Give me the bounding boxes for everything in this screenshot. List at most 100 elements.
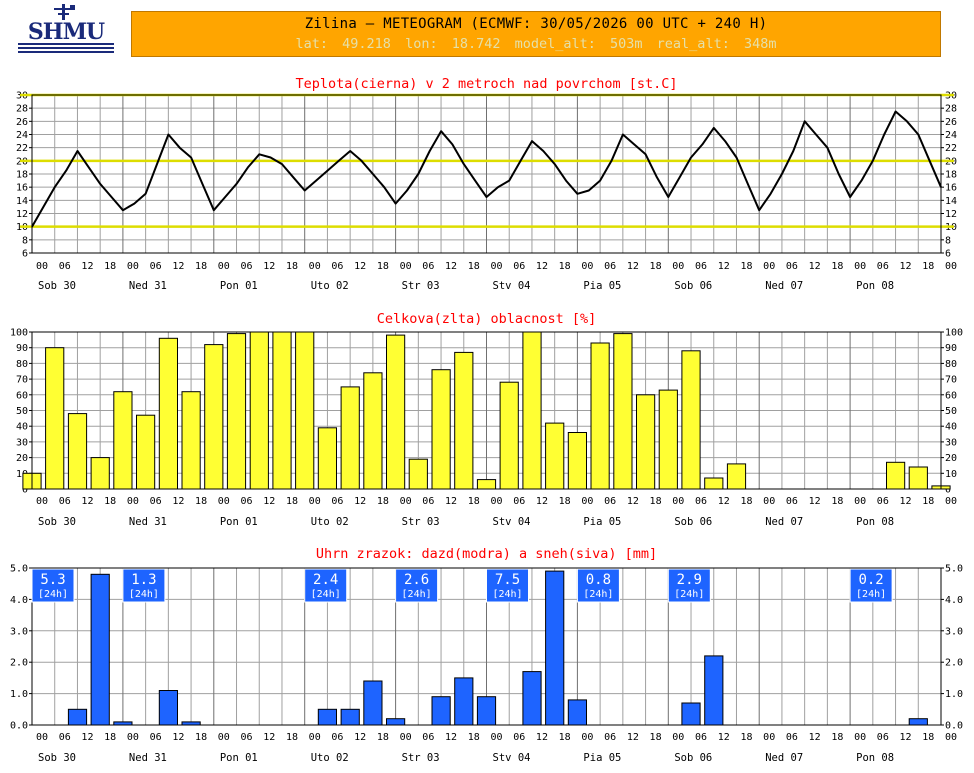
y-tick-label-right: 18 bbox=[945, 170, 957, 181]
daily-total-box bbox=[667, 568, 711, 603]
daily-total-value: 0.2 bbox=[858, 572, 883, 588]
hour-tick-label: 18 bbox=[922, 732, 934, 743]
hour-tick-label: 00 bbox=[763, 732, 775, 743]
day-label: Ned 07 bbox=[765, 516, 803, 528]
hour-tick-label: 18 bbox=[468, 261, 480, 272]
daily-total-period: [24h] bbox=[129, 589, 159, 600]
hour-tick-label: 18 bbox=[377, 496, 389, 507]
hour-tick-label: 18 bbox=[104, 732, 116, 743]
hour-tick-label: 06 bbox=[695, 732, 707, 743]
precipitation-bar bbox=[476, 696, 497, 726]
hour-tick-label: 00 bbox=[218, 261, 230, 272]
y-tick-label-right: 24 bbox=[945, 130, 957, 141]
precipitation-bar bbox=[158, 690, 179, 726]
y-tick-label-right: 50 bbox=[945, 406, 957, 417]
hour-tick-label: 06 bbox=[59, 732, 71, 743]
hour-tick-label: 00 bbox=[581, 496, 593, 507]
y-tick-label-right: 12 bbox=[945, 209, 957, 220]
precipitation-bar bbox=[545, 570, 565, 726]
hour-tick-label: 18 bbox=[377, 261, 389, 272]
day-label: Uto 02 bbox=[311, 280, 349, 292]
day-label: Pon 01 bbox=[220, 516, 258, 528]
y-tick-label-left: 12 bbox=[16, 209, 28, 220]
day-label: Ned 31 bbox=[129, 516, 167, 528]
cloud-cover-bar bbox=[181, 391, 201, 490]
y-tick-label-left: 28 bbox=[16, 104, 28, 115]
cloud-cover-bar bbox=[386, 334, 406, 490]
cloud-cover-bar bbox=[681, 350, 701, 490]
precipitation-bar bbox=[454, 677, 474, 726]
day-label: Uto 02 bbox=[311, 752, 349, 764]
y-tick-label-left: 8 bbox=[22, 235, 28, 246]
hour-tick-label: 12 bbox=[536, 496, 548, 507]
cloud-cover-bar bbox=[726, 463, 747, 490]
y-tick-label-left: 60 bbox=[16, 390, 28, 401]
daily-total-value: 2.9 bbox=[677, 572, 702, 588]
precipitation-bar bbox=[522, 671, 542, 726]
chart-title: Teplota(cierna) v 2 metroch nad povrchom… bbox=[295, 76, 677, 92]
precipitation-bar bbox=[90, 573, 110, 726]
daily-total-box bbox=[395, 568, 439, 603]
day-label: Ned 31 bbox=[129, 280, 167, 292]
header-title: Zilina – METEOGRAM (ECMWF: 30/05/2026 00… bbox=[304, 16, 768, 32]
hour-tick-label: 18 bbox=[650, 496, 662, 507]
hour-tick-label: 00 bbox=[309, 496, 321, 507]
precipitation-bar bbox=[363, 680, 383, 726]
hour-tick-label: 00 bbox=[127, 496, 139, 507]
y-tick-label-right: 5.0 bbox=[945, 564, 963, 575]
hour-tick-label: 06 bbox=[241, 496, 253, 507]
day-label: Sob 30 bbox=[38, 752, 76, 764]
hour-tick-label: 00 bbox=[309, 732, 321, 743]
hour-tick-label: 06 bbox=[150, 732, 162, 743]
cloud-cover-bar bbox=[545, 422, 565, 490]
header-location-meta: lat: 49.218 lon: 18.742 model_alt: 503m … bbox=[132, 36, 940, 52]
y-tick-label-right: 80 bbox=[945, 359, 957, 370]
hour-tick-label: 12 bbox=[445, 261, 457, 272]
hour-tick-label: 06 bbox=[604, 261, 616, 272]
hour-tick-label: 00 bbox=[400, 261, 412, 272]
day-label: Pon 01 bbox=[220, 752, 258, 764]
y-tick-label-right: 10 bbox=[945, 469, 957, 480]
day-label: Stv 04 bbox=[493, 516, 531, 528]
hour-tick-label: 12 bbox=[354, 732, 366, 743]
daily-total-box bbox=[486, 568, 529, 603]
precipitation-bar bbox=[567, 699, 587, 726]
day-label: Ned 31 bbox=[129, 752, 167, 764]
cloud-cover-bar bbox=[590, 342, 610, 490]
cloud-cover-bar bbox=[658, 389, 678, 490]
hour-tick-label: 00 bbox=[945, 496, 957, 507]
hour-tick-label: 18 bbox=[740, 732, 752, 743]
hour-tick-label: 06 bbox=[422, 732, 434, 743]
day-label: Pon 01 bbox=[220, 280, 258, 292]
hour-tick-label: 00 bbox=[581, 732, 593, 743]
hour-tick-label: 12 bbox=[445, 732, 457, 743]
hour-tick-label: 06 bbox=[241, 261, 253, 272]
y-tick-label-right: 16 bbox=[945, 183, 957, 194]
y-tick-label-left: 20 bbox=[16, 453, 28, 464]
hour-tick-label: 18 bbox=[831, 496, 843, 507]
day-label: Pon 08 bbox=[856, 752, 894, 764]
daily-total-value: 0.8 bbox=[586, 572, 611, 588]
hour-tick-label: 00 bbox=[763, 496, 775, 507]
y-tick-label-right: 100 bbox=[945, 328, 963, 339]
hour-tick-label: 18 bbox=[831, 732, 843, 743]
hour-tick-label: 00 bbox=[854, 496, 866, 507]
daily-total-period: [24h] bbox=[492, 589, 522, 600]
cloud-cover-bar bbox=[295, 331, 315, 490]
day-label: Ned 07 bbox=[765, 752, 803, 764]
cloud-cover-bar bbox=[886, 461, 906, 490]
hour-tick-label: 06 bbox=[331, 261, 343, 272]
cloud-cover-bar bbox=[522, 331, 542, 490]
hour-tick-label: 00 bbox=[36, 261, 48, 272]
hour-tick-label: 18 bbox=[559, 496, 571, 507]
hour-tick-label: 12 bbox=[81, 496, 93, 507]
daily-total-value: 5.3 bbox=[40, 572, 65, 588]
y-tick-label-right: 22 bbox=[945, 143, 957, 154]
y-tick-label-left: 30 bbox=[16, 437, 28, 448]
hour-tick-label: 00 bbox=[400, 496, 412, 507]
hour-tick-label: 00 bbox=[36, 496, 48, 507]
hour-tick-label: 00 bbox=[218, 732, 230, 743]
hour-tick-label: 12 bbox=[354, 261, 366, 272]
y-tick-label-left: 18 bbox=[16, 170, 28, 181]
y-tick-label-right: 30 bbox=[945, 437, 957, 448]
